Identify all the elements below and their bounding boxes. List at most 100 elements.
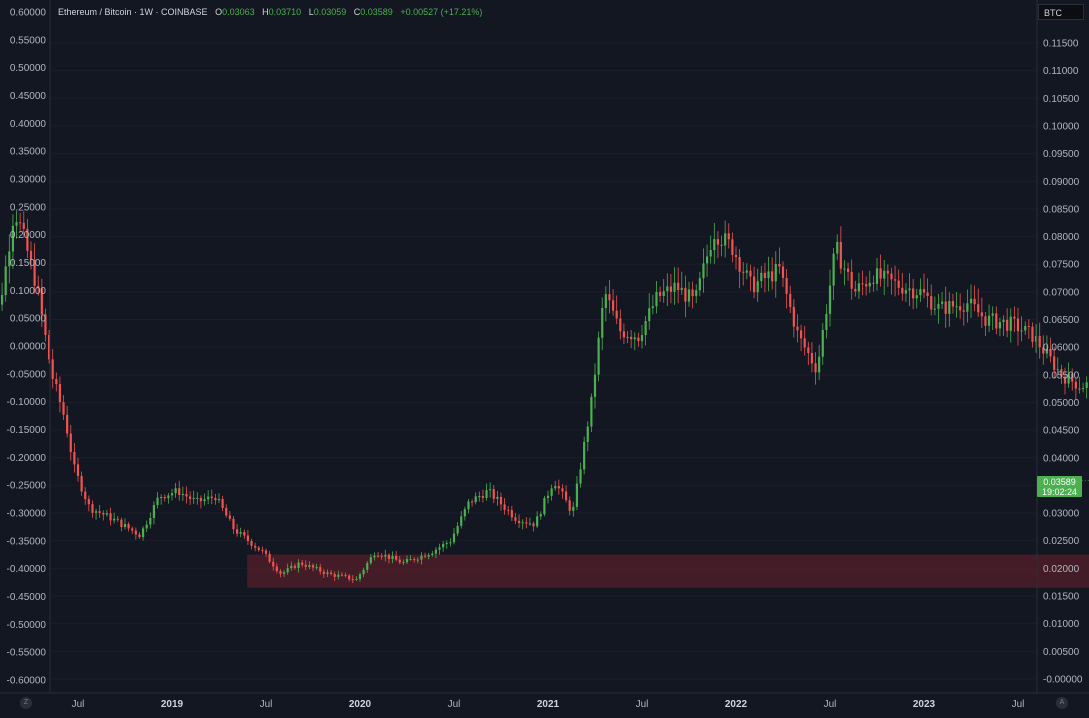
left-axis-tick: -0.55000 [7, 648, 47, 659]
right-axis-tick: 0.10500 [1043, 94, 1080, 105]
candle-body [395, 556, 397, 560]
candle-body [927, 293, 929, 296]
candle-body [565, 492, 567, 501]
candle-body [702, 263, 704, 278]
candle-body [945, 302, 947, 314]
right-axis-tick: 0.04500 [1043, 426, 1080, 437]
candle-body [128, 524, 130, 528]
time-axis-tick: 2023 [913, 699, 936, 710]
candle-body [898, 281, 900, 288]
candle-body [507, 510, 509, 511]
right-axis-tick: 0.09500 [1043, 149, 1080, 160]
right-axis-tick: 0.09000 [1043, 177, 1080, 188]
symbol-title[interactable]: Ethereum / Bitcoin · 1W · COINBASE [58, 7, 208, 17]
candle-body [995, 313, 997, 328]
candle-body [616, 311, 618, 319]
candle-body [196, 498, 198, 499]
candle-body [446, 543, 448, 544]
time-axis-tick: Jul [824, 699, 837, 710]
candle-body [341, 575, 343, 576]
close-value: 0.03589 [360, 7, 393, 17]
candle-body [55, 379, 57, 384]
candle-body [200, 498, 202, 501]
left-axis-tick: -0.15000 [7, 425, 47, 436]
candle-body [876, 268, 878, 284]
candle-body [880, 268, 882, 278]
candle-body [608, 294, 610, 300]
candle-body [243, 532, 245, 535]
left-axis-tick: -0.35000 [7, 536, 47, 547]
candle-body [992, 313, 994, 315]
candle-body [261, 550, 263, 551]
candle-body [822, 330, 824, 357]
low-value: 0.03059 [314, 7, 347, 17]
high-value: 0.03710 [269, 7, 302, 17]
candle-body [713, 239, 715, 250]
candle-body [475, 496, 477, 502]
candle-body [290, 566, 292, 568]
candle-body [279, 571, 281, 574]
candle-body [778, 264, 780, 266]
candle-body [305, 565, 307, 567]
timezone-button[interactable]: Z [20, 697, 32, 709]
candle-body [399, 560, 401, 563]
candle-body [435, 550, 437, 554]
last-price-tag: 0.03589 19:02:24 [1037, 476, 1082, 497]
candle-body [1024, 326, 1026, 330]
right-axis-tick: 0.01000 [1043, 619, 1080, 630]
candle-body [598, 338, 600, 375]
candle-body [420, 556, 422, 560]
left-axis-tick: -0.30000 [7, 509, 47, 520]
time-axis-tick: Jul [636, 699, 649, 710]
candle-body [478, 496, 480, 497]
candle-body [623, 331, 625, 337]
open-value: 0.03063 [222, 7, 255, 17]
candle-body [326, 572, 328, 574]
candle-body [442, 544, 444, 547]
currency-badge[interactable]: BTC [1038, 4, 1084, 20]
candle-body [746, 271, 748, 273]
left-axis-tick: 0.45000 [10, 91, 47, 102]
candle-body [558, 486, 560, 488]
candle-body [775, 264, 777, 281]
candle-body [807, 348, 809, 353]
candle-body [720, 245, 722, 246]
candle-body [547, 496, 549, 498]
candle-body [1028, 326, 1030, 327]
candle-body [977, 304, 979, 312]
candle-body [142, 528, 144, 537]
candle-body [489, 489, 491, 490]
candle-body [561, 488, 563, 491]
candle-body [109, 513, 111, 520]
candle-body [800, 330, 802, 338]
candle-body [370, 557, 372, 563]
right-axis-tick: 0.05500 [1043, 370, 1080, 381]
candle-body [269, 554, 271, 562]
candle-body [757, 281, 759, 292]
candle-body [178, 488, 180, 495]
left-axis-tick: 0.30000 [10, 175, 47, 186]
candle-body [175, 488, 177, 493]
right-axis-tick: 0.05000 [1043, 398, 1080, 409]
candle-body [890, 274, 892, 280]
right-axis-tick: 0.00500 [1043, 647, 1080, 658]
candle-body [1010, 317, 1012, 331]
symbol-legend: Ethereum / Bitcoin · 1W · COINBASE O0.03… [58, 7, 482, 17]
candle-body [825, 314, 827, 330]
right-axis-tick: 0.08000 [1043, 232, 1080, 243]
candle-body [688, 290, 690, 302]
candle-body [189, 496, 191, 498]
candle-body [974, 299, 976, 304]
time-axis-tick: Jul [1012, 699, 1025, 710]
candle-body [786, 278, 788, 294]
right-axis-tick: 0.02000 [1043, 564, 1080, 575]
candle-body [858, 283, 860, 291]
candle-body [15, 222, 17, 226]
candle-body [731, 239, 733, 255]
time-axis-tick: 2020 [349, 699, 372, 710]
auto-scale-button[interactable]: A [1056, 697, 1068, 709]
candle-body [648, 308, 650, 321]
candle-body [511, 510, 513, 517]
candle-body [19, 222, 21, 223]
